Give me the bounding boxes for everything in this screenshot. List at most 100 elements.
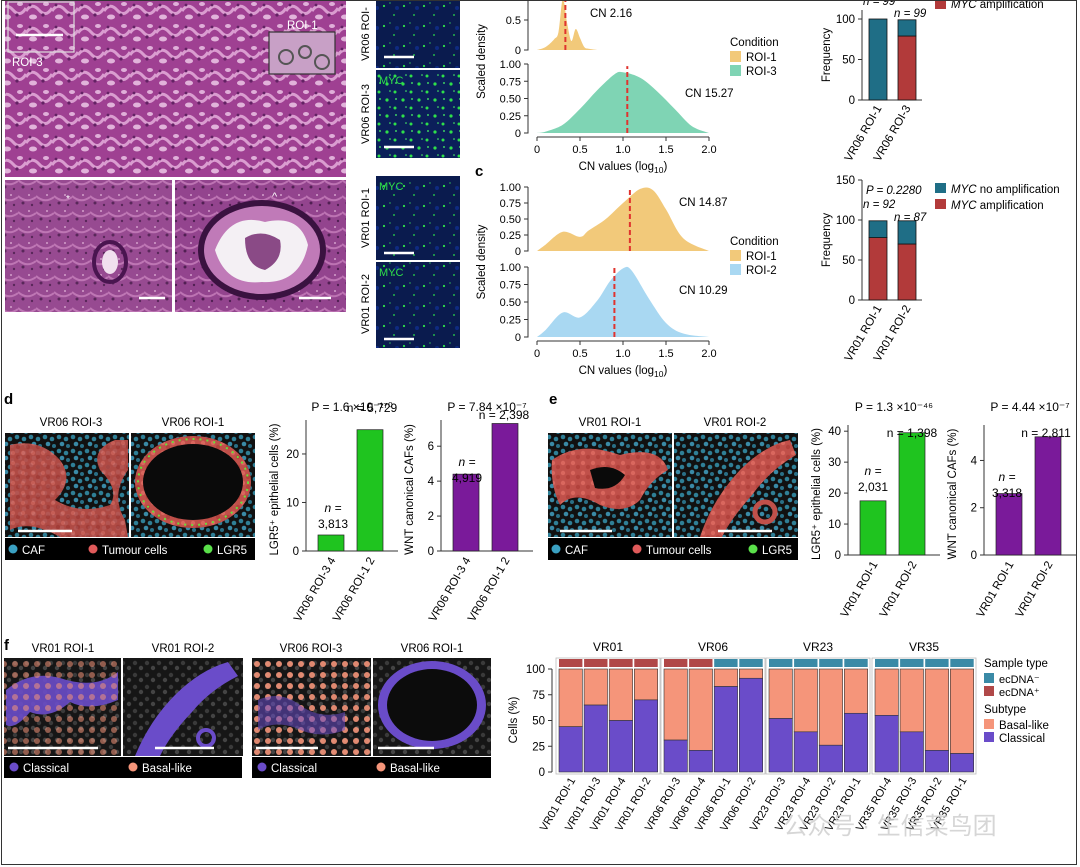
x-tick-label: 2.0 (701, 348, 716, 360)
sample-type-strip (819, 659, 843, 667)
legend-ecdna-neg: ecDNA⁻ (999, 674, 1040, 686)
bar-basal (663, 668, 688, 741)
sample-type-strip (739, 659, 763, 667)
x-tick-label: VR01 ROI-2 (1014, 560, 1056, 620)
legend-label-roi2: ROI-2 (746, 265, 777, 277)
legend-sample-title: Sample type (984, 658, 1048, 670)
y-tick-label: 10 (286, 497, 299, 509)
density-plot-c: 1.00 0.75 0.50 0.25 0 1.00 0.75 0.50 0.25 0 0 0.5 1.… (476, 182, 728, 379)
bar-classical (949, 753, 974, 773)
y-tick-label: 40 (828, 426, 841, 438)
he-star-marker: * (66, 194, 70, 205)
bar-basal (738, 668, 763, 679)
y-tick-label: 0.75 (500, 198, 521, 210)
legend-classical: Classical (999, 733, 1045, 745)
sample-type-strip (634, 659, 658, 667)
f-img-label-3: VR06 ROI-3 (280, 643, 343, 655)
y-axis-label: WNT canonical CAFs (%) (404, 424, 416, 555)
bar-no-amp (868, 18, 888, 101)
density-area-roi-1 (537, 0, 598, 50)
y-tick-label: 30 (828, 457, 841, 469)
sample-type-strip (584, 659, 608, 667)
he-caret-marker: ^ (272, 191, 278, 203)
facet-title: VR06 (698, 640, 728, 654)
density-area-roi-3 (537, 71, 709, 133)
myc-label: MYC (379, 75, 404, 87)
bar-basal (583, 668, 608, 706)
legend-amp-label: MYC amplification (951, 200, 1044, 212)
bar-basal (949, 668, 974, 754)
svg-text:CAF: CAF (22, 545, 45, 557)
p-value: P = 4.44 ×10⁻⁷ (990, 400, 1069, 414)
facet-frame (765, 657, 871, 775)
y-tick-label: 0 (515, 246, 521, 258)
bar-amp (897, 243, 917, 301)
y-tick-label: 0 (539, 767, 545, 779)
svg-text:LGR5: LGR5 (762, 545, 792, 557)
bar-basal (633, 668, 658, 701)
bar-basal (818, 668, 843, 746)
x-tick-label: 1.5 (658, 348, 673, 360)
legend-title: Condition (730, 37, 779, 49)
d-spatial-image-1 (5, 433, 129, 537)
bar (317, 534, 345, 552)
n-label: 3,318 (992, 486, 1022, 500)
he-image-roi1-zoom: ^ (175, 180, 346, 312)
legend-swatch-amp (935, 199, 946, 209)
he-image-main: ROI-3 ROI-1 (5, 0, 346, 177)
bar-no-amp (897, 220, 917, 245)
fluo-vr06-roi3 (376, 70, 460, 158)
sample-type-strip (689, 659, 713, 667)
legend-subtype-title: Subtype (984, 704, 1026, 716)
p-value: P = 1.6 ×10⁻¹⁷⁰ (311, 400, 393, 414)
svg-text:Classical: Classical (23, 763, 69, 775)
condition-legend-b: Condition ROI-1 ROI-3 (730, 37, 779, 78)
e-img-label-1: VR01 ROI-1 (579, 417, 642, 429)
n-label: n = 99 (894, 8, 927, 20)
bar-classical (608, 720, 633, 773)
bar-classical (738, 677, 763, 773)
sample-type-strip (714, 659, 738, 667)
legend-ecdna-pos: ecDNA⁺ (999, 687, 1040, 699)
bar (452, 473, 480, 552)
myc-label: MYC (379, 181, 404, 193)
sample-type-strip (609, 659, 633, 667)
y-tick-label: 0 (515, 45, 521, 57)
f-legend: Sample type ecDNA⁻ ecDNA⁺ Subtype Basal-… (984, 658, 1049, 745)
bar (1034, 436, 1062, 556)
facet-title: VR23 (803, 640, 833, 654)
cn-label: CN 15.27 (685, 88, 734, 100)
sample-type-strip (794, 659, 818, 667)
y-tick-label: 1.00 (500, 262, 521, 274)
bar (995, 493, 1023, 556)
x-tick-label: 2.0 (701, 144, 716, 156)
y-tick-label: 75 (532, 690, 545, 702)
n-label: n = 5,729 (347, 401, 398, 415)
cn-label: CN 14.87 (679, 197, 728, 209)
x-tick-label: 1.0 (615, 144, 630, 156)
y-tick-label: 1.00 (500, 59, 521, 71)
n-label: n = (324, 501, 341, 515)
legend-swatch-amp (935, 0, 946, 9)
y-tick-label: 1.00 (500, 182, 521, 194)
svg-text:CAF: CAF (565, 545, 588, 557)
legend-basal: Basal-like (999, 720, 1049, 732)
density-area-roi-2 (537, 266, 709, 337)
d-img-label-2: VR06 ROI-1 (162, 417, 225, 429)
x-tick-label: 1.0 (615, 348, 630, 360)
bar-classical (713, 686, 738, 773)
bar-no-amp (868, 220, 888, 239)
bar-amp (868, 237, 888, 301)
cn-label: CN 2.16 (590, 8, 632, 20)
n-label: 3,813 (318, 517, 348, 531)
legend-swatch-basal (984, 719, 994, 729)
p-value: P = 7.84 ×10⁻⁷ (447, 400, 526, 414)
y-tick-label: 0.25 (500, 230, 521, 242)
x-tick-label: VR06 ROI-1 2 (466, 556, 513, 625)
x-tick-label: 0 (534, 144, 540, 156)
svg-text:Classical: Classical (271, 763, 317, 775)
cn-label: CN 10.29 (679, 285, 728, 297)
panel-d-letter: d (4, 391, 13, 408)
bar (356, 429, 384, 552)
